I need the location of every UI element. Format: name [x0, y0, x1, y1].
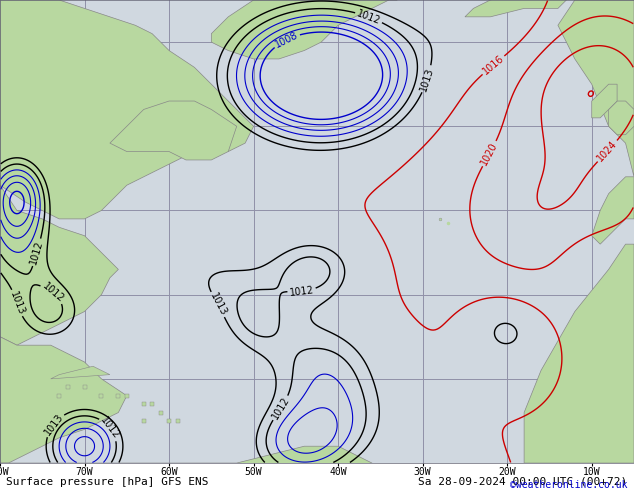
Text: 1016: 1016 [481, 53, 506, 77]
Polygon shape [592, 177, 634, 244]
Polygon shape [465, 0, 566, 17]
Text: Surface pressure [hPa] GFS ENS: Surface pressure [hPa] GFS ENS [6, 477, 209, 487]
Polygon shape [0, 337, 127, 463]
Text: 30W: 30W [414, 467, 432, 477]
Polygon shape [211, 0, 398, 59]
Text: 1013: 1013 [8, 290, 26, 316]
Text: 10W: 10W [583, 467, 600, 477]
Text: 1012: 1012 [270, 395, 292, 421]
Text: 80W: 80W [0, 467, 9, 477]
Polygon shape [110, 101, 236, 160]
Text: Sa 28-09-2024 00:00 UTC (00+72): Sa 28-09-2024 00:00 UTC (00+72) [418, 477, 628, 487]
Text: 1020: 1020 [479, 141, 500, 167]
Text: 20W: 20W [498, 467, 516, 477]
Text: ©weatheronline.co.uk: ©weatheronline.co.uk [510, 480, 628, 490]
Text: 1013: 1013 [208, 291, 228, 318]
Text: 1008: 1008 [273, 30, 300, 50]
Text: 40W: 40W [329, 467, 347, 477]
Text: 1012: 1012 [41, 281, 65, 305]
Text: 1013: 1013 [418, 66, 436, 92]
Polygon shape [592, 84, 617, 118]
Polygon shape [558, 0, 634, 177]
Text: 1013: 1013 [42, 412, 65, 437]
Text: 1012: 1012 [356, 8, 382, 26]
Text: 1012: 1012 [289, 285, 314, 297]
Text: 1012: 1012 [29, 239, 45, 266]
Polygon shape [0, 0, 254, 219]
Text: 1012: 1012 [99, 416, 122, 441]
Polygon shape [609, 101, 634, 135]
Polygon shape [0, 185, 119, 345]
Polygon shape [524, 244, 634, 463]
Text: 1024: 1024 [595, 139, 619, 164]
Text: 50W: 50W [245, 467, 262, 477]
Polygon shape [51, 366, 110, 379]
Polygon shape [0, 446, 389, 490]
Text: 60W: 60W [160, 467, 178, 477]
Text: 70W: 70W [75, 467, 93, 477]
